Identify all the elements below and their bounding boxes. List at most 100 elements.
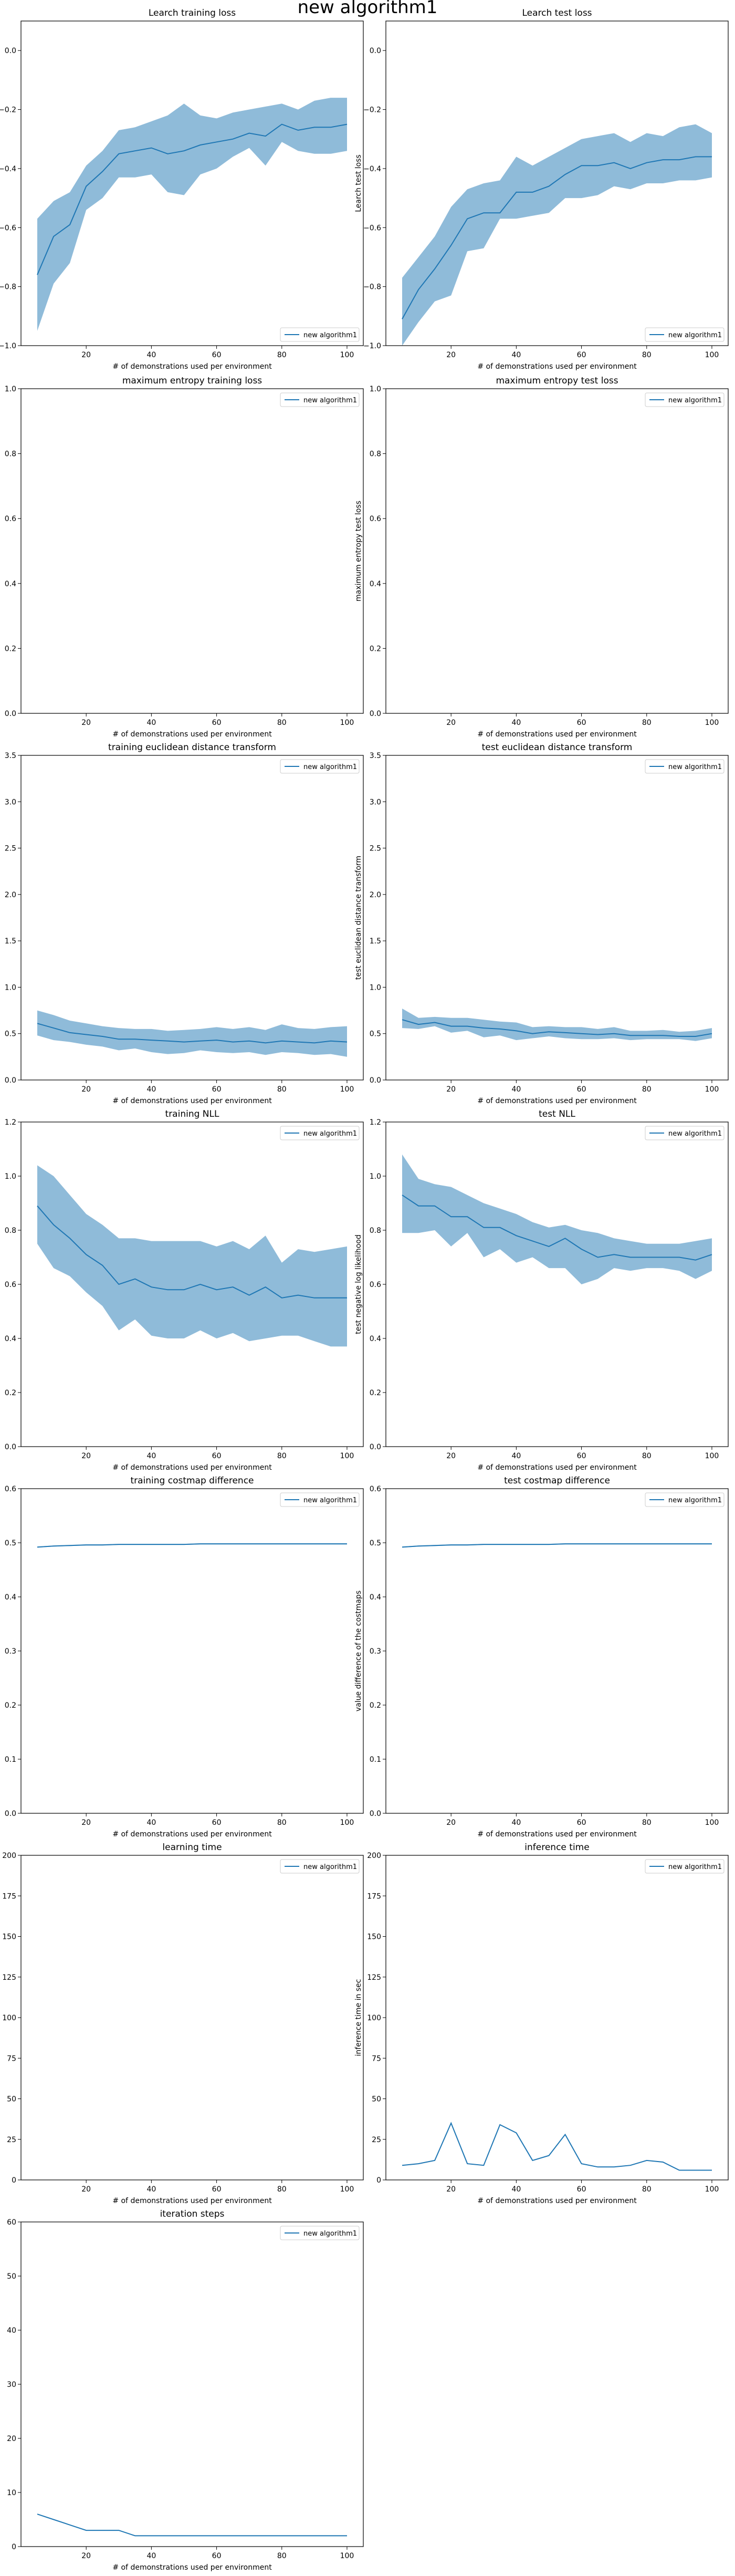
y-tick-label: 0.6 xyxy=(370,515,381,523)
legend-box xyxy=(280,2226,360,2240)
chart-title: Learch test loss xyxy=(522,8,592,18)
y-tick-label: 3.5 xyxy=(370,752,381,760)
y-axis-label: test negative log likelihood xyxy=(354,1234,363,1334)
legend-box xyxy=(645,392,724,407)
y-tick-label: 1.2 xyxy=(370,1118,381,1127)
confidence-band xyxy=(402,1009,712,1041)
chart-6: test euclidean distance transform 20 40 60 8… xyxy=(354,742,729,1105)
y-tick-label: 25 xyxy=(7,2136,16,2144)
y-tick-label: 0.0 xyxy=(370,710,381,718)
y-tick-label: 0.0 xyxy=(370,1076,381,1085)
plot-frame xyxy=(385,755,729,1081)
x-axis-label: # of demonstrations used per environment xyxy=(477,730,637,739)
chart-title: maximum entropy test loss xyxy=(496,376,618,386)
y-tick-label: −1.0 xyxy=(363,342,381,350)
x-tick-label: 60 xyxy=(577,2185,586,2194)
y-tick-label: 1.0 xyxy=(5,1172,16,1181)
y-tick-label: 2.5 xyxy=(5,845,16,853)
y-tick-label: 0.6 xyxy=(370,1485,381,1493)
x-tick-label: 60 xyxy=(212,2185,222,2194)
x-tick-label: 20 xyxy=(81,1452,91,1460)
y-tick-label: 0.5 xyxy=(5,1539,16,1547)
legend-box xyxy=(280,759,360,774)
legend-box xyxy=(280,392,360,407)
legend-label: new algorithm1 xyxy=(303,331,357,339)
y-axis-label: value difference of the costmaps xyxy=(354,1591,363,1711)
x-tick-label: 80 xyxy=(277,2185,287,2194)
legend: new algorithm1 xyxy=(280,1859,360,1874)
y-tick-label: 50 xyxy=(372,2095,381,2104)
legend-label: new algorithm1 xyxy=(668,1863,722,1871)
y-tick-label: 0.6 xyxy=(370,1281,381,1289)
y-tick-label: 0.5 xyxy=(370,1539,381,1547)
legend-box xyxy=(280,1492,360,1507)
series-line xyxy=(37,1023,348,1044)
x-tick-label: 20 xyxy=(81,2552,91,2560)
y-tick-label: 3.0 xyxy=(5,798,16,806)
y-tick-label: 0.6 xyxy=(5,1485,16,1493)
y-tick-label: 75 xyxy=(7,2054,16,2063)
y-tick-label: 1.0 xyxy=(5,983,16,992)
y-tick-label: 200 xyxy=(2,1852,16,1860)
legend-label: new algorithm1 xyxy=(303,1863,357,1871)
series-line xyxy=(402,1543,712,1548)
y-tick-label: −0.6 xyxy=(0,224,16,232)
x-tick-label: 80 xyxy=(642,1085,652,1094)
x-tick-label: 40 xyxy=(511,351,521,359)
y-tick-label: 0.1 xyxy=(5,1756,16,1764)
x-tick-label: 100 xyxy=(340,1085,354,1094)
legend-label: new algorithm1 xyxy=(303,763,357,771)
y-axis-label: maximum entropy test loss xyxy=(354,501,363,601)
x-tick-label: 100 xyxy=(340,1819,354,1827)
y-tick-label: 175 xyxy=(2,1892,16,1900)
x-tick-label: 60 xyxy=(212,1085,222,1094)
chart-12: inference time 20 40 60 80 100 0 25 50 75 100 125 15… xyxy=(354,1842,729,2205)
legend-label: new algorithm1 xyxy=(303,2230,357,2238)
x-tick-label: 40 xyxy=(146,2185,156,2194)
x-tick-label: 80 xyxy=(277,1085,287,1094)
y-tick-label: 0.3 xyxy=(370,1647,381,1656)
x-tick-label: 20 xyxy=(446,2185,456,2194)
y-tick-label: 0.8 xyxy=(370,450,381,459)
y-tick-label: 25 xyxy=(372,2136,381,2144)
chart-title: training euclidean distance transform xyxy=(108,742,276,753)
series-line xyxy=(37,1543,347,1548)
y-tick-label: 200 xyxy=(367,1852,381,1860)
chart-9: training costmap difference 20 40 60 80 100 0.… xyxy=(5,1476,364,1838)
series-line xyxy=(402,1019,712,1037)
y-tick-label: 50 xyxy=(7,2095,16,2104)
y-tick-label: 0.0 xyxy=(5,1076,16,1085)
y-tick-label: 20 xyxy=(7,2435,16,2443)
y-tick-label: 1.2 xyxy=(5,1118,16,1127)
x-tick-label: 100 xyxy=(705,2185,719,2194)
confidence-band xyxy=(37,1165,347,1347)
y-tick-label: 3.5 xyxy=(5,752,16,760)
x-tick-label: 40 xyxy=(511,1085,521,1094)
y-tick-label: 0 xyxy=(12,2176,16,2185)
plot-frame xyxy=(385,1855,729,2180)
chart-11: learning time 20 40 60 80 100 0 25 50 75 100 125 150… xyxy=(2,1842,364,2205)
x-tick-label: 40 xyxy=(511,1819,521,1827)
x-tick-label: 20 xyxy=(81,1085,91,1094)
y-tick-label: 100 xyxy=(367,2014,381,2022)
legend-label: new algorithm1 xyxy=(668,331,722,339)
x-tick-label: 60 xyxy=(212,719,222,727)
x-tick-label: 100 xyxy=(705,1452,719,1460)
legend: new algorithm1 xyxy=(645,1492,724,1507)
y-tick-label: −0.2 xyxy=(0,106,16,115)
chart-title: iteration steps xyxy=(160,2209,225,2219)
y-tick-label: 1.0 xyxy=(370,385,381,393)
x-tick-label: 60 xyxy=(577,1452,586,1460)
x-tick-label: 40 xyxy=(146,2552,156,2560)
x-tick-label: 40 xyxy=(511,1452,521,1460)
x-tick-label: 60 xyxy=(577,1085,586,1094)
y-tick-label: 0.5 xyxy=(370,1030,381,1038)
x-tick-label: 80 xyxy=(277,1452,287,1460)
x-tick-label: 20 xyxy=(446,1819,456,1827)
y-tick-label: 0 xyxy=(12,2543,16,2551)
y-tick-label: 10 xyxy=(7,2489,16,2497)
chart-5: training euclidean distance transform 20 4… xyxy=(5,742,364,1105)
x-tick-label: 40 xyxy=(511,719,521,727)
x-tick-label: 20 xyxy=(446,1085,456,1094)
y-tick-label: 0.2 xyxy=(5,1701,16,1710)
